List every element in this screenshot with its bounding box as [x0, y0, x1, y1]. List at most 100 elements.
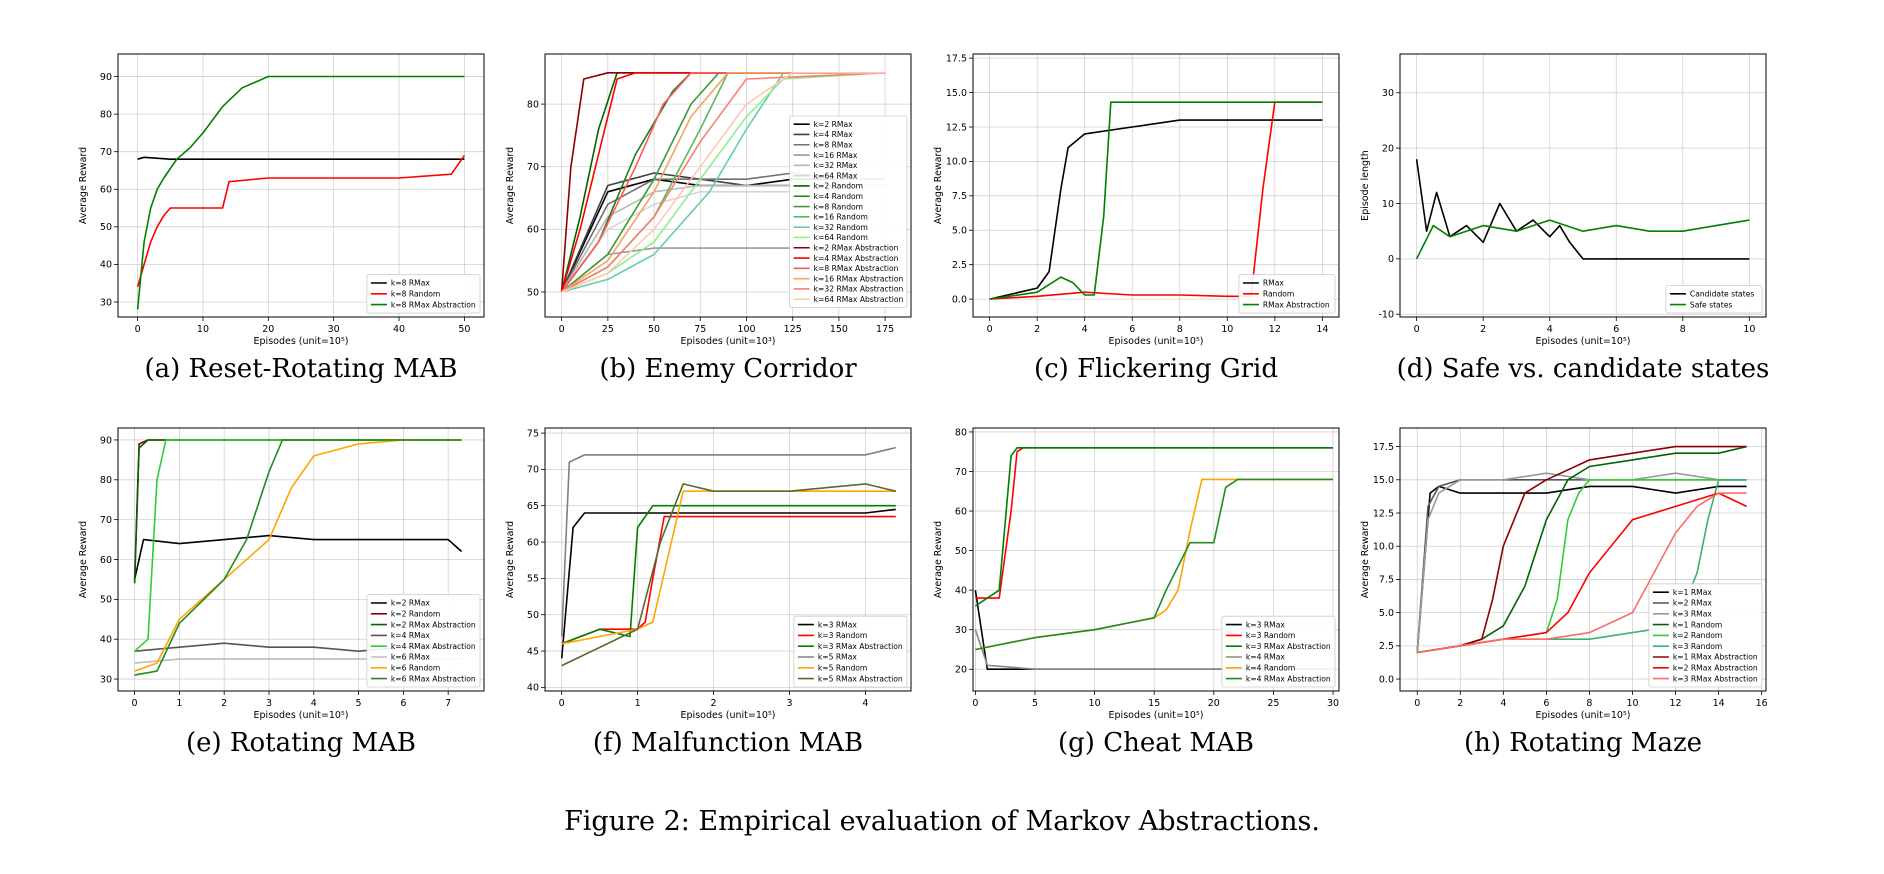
- y-tick-label: 70: [527, 162, 539, 173]
- legend-box: [1648, 583, 1763, 688]
- legend-label: Safe states: [1690, 300, 1732, 309]
- y-tick-label: 50: [527, 287, 539, 298]
- y-tick-label: 2.5: [1379, 641, 1394, 652]
- y-tick-label: 45: [527, 646, 539, 657]
- x-axis-label: Episodes (unit=10⁵): [1536, 710, 1631, 721]
- x-tick-label: 0: [1414, 698, 1420, 709]
- legend-label: k=8 RMax: [814, 140, 853, 149]
- legend-label: k=4 Random: [814, 192, 863, 201]
- legend-label: k=4 RMax Abstraction: [1246, 674, 1331, 683]
- legend-label: k=16 RMax: [814, 151, 858, 160]
- legend-label: k=1 Random: [1673, 620, 1722, 629]
- x-tick-label: 3: [786, 698, 792, 709]
- x-tick-label: 125: [784, 324, 802, 335]
- y-tick-label: 60: [100, 555, 112, 566]
- y-tick-label: 40: [100, 634, 112, 645]
- x-tick-label: 6: [1543, 698, 1549, 709]
- series-group: [133, 439, 463, 676]
- x-tick-label: 1: [635, 698, 641, 709]
- y-axis-label: Episode length: [1360, 150, 1371, 221]
- x-tick-label: 2: [1034, 324, 1040, 335]
- legend-label: k=4 RMax: [1246, 653, 1285, 662]
- x-tick-label: 0: [559, 324, 565, 335]
- x-tick-label: 30: [1327, 698, 1339, 709]
- figure-caption: Figure 2: Empirical evaluation of Markov…: [564, 806, 1320, 837]
- legend-label: k=6 RMax: [391, 653, 430, 662]
- x-axis-label: Episodes (unit=10³): [681, 336, 776, 347]
- y-axis-label: Average Reward: [505, 521, 516, 598]
- series-line-7: [134, 439, 462, 672]
- x-tick-label: 150: [830, 324, 848, 335]
- y-tick-label: 70: [955, 467, 967, 478]
- legend-label: k=3 RMax: [1673, 610, 1712, 619]
- y-axis-label: Average Reward: [933, 147, 944, 224]
- y-tick-label: 40: [955, 585, 967, 596]
- axes-frame: [544, 53, 912, 318]
- plot-area: [973, 54, 1339, 317]
- y-tick-label: 15.0: [946, 88, 967, 99]
- axes-frame: [1399, 427, 1767, 692]
- x-tick-label: 12: [1269, 324, 1281, 335]
- axes-frame: [117, 53, 485, 318]
- y-tick-label: 30: [100, 297, 112, 308]
- y-tick-label: 60: [955, 506, 967, 517]
- legend-label: Candidate states: [1690, 290, 1754, 299]
- x-tick-label: 50: [648, 324, 660, 335]
- chart-caption-h: (h) Rotating Maze: [1463, 728, 1703, 758]
- x-tick-label: 175: [876, 324, 894, 335]
- y-tick-label: 50: [100, 595, 112, 606]
- axes-frame: [972, 53, 1340, 318]
- x-tick-label: 0: [132, 698, 138, 709]
- x-axis-label: Episodes (unit=10⁵): [1109, 710, 1204, 721]
- y-tick-label: 80: [527, 99, 539, 110]
- legend-label: k=2 RMax Abstraction: [391, 620, 476, 629]
- legend-box: [1238, 274, 1336, 314]
- x-tick-label: 14: [1713, 698, 1725, 709]
- x-tick-label: 100: [737, 324, 755, 335]
- y-tick-label: 20: [955, 665, 967, 676]
- x-tick-label: 25: [1267, 698, 1279, 709]
- x-tick-label: 0: [559, 698, 565, 709]
- x-tick-label: 0: [987, 324, 993, 335]
- legend-label: k=2 Random: [1673, 631, 1722, 640]
- legend-label: k=8 RMax Abstraction: [814, 264, 899, 273]
- chart-c: 0 2 4 6 8 10 12 14 0.0 2.5 5.0 7.5 10.0 12.5 15.0 17.5 E…: [933, 53, 1340, 347]
- y-tick-label: 40: [527, 683, 539, 694]
- x-axis-label: Episodes (unit=10⁵): [1536, 336, 1631, 347]
- plot-area: [1400, 54, 1766, 317]
- y-tick-label: 7.5: [1379, 575, 1394, 586]
- x-tick-label: 40: [393, 324, 405, 335]
- x-tick-label: 8: [1586, 698, 1592, 709]
- legend-label: k=3 RMax Abstraction: [818, 642, 903, 651]
- x-tick-label: 16: [1756, 698, 1768, 709]
- legend-label: k=8 RMax: [391, 279, 430, 288]
- legend-label: k=32 Random: [814, 223, 868, 232]
- x-tick-label: 50: [458, 324, 470, 335]
- legend-label: k=3 RMax: [818, 620, 857, 629]
- y-tick-label: 55: [527, 574, 539, 585]
- chart-e: 0 1 2 3 4 5 6 7 30 40 50 60 70 80 90 Episodes (unit=10⁵…: [78, 427, 485, 721]
- x-tick-label: 6: [400, 698, 406, 709]
- y-tick-label: 60: [527, 537, 539, 548]
- y-tick-label: 60: [527, 225, 539, 236]
- legend-label: k=32 RMax Abstraction: [814, 285, 904, 294]
- legend-label: k=2 Random: [391, 610, 440, 619]
- x-axis-label: Episodes (unit=10⁵): [1109, 336, 1204, 347]
- chart-f: 0 1 2 3 4 40 45 50 55 60 65 70 75 Episodes (unit=10⁵)…: [505, 427, 912, 721]
- legend-label: k=16 Random: [814, 213, 868, 222]
- y-tick-label: 40: [100, 260, 112, 271]
- series-line-6: [561, 483, 896, 667]
- y-tick-label: 12.5: [1373, 508, 1394, 519]
- legend-label: k=3 RMax Abstraction: [1673, 674, 1758, 683]
- y-tick-label: 70: [100, 147, 112, 158]
- x-tick-label: 20: [1208, 698, 1220, 709]
- x-tick-label: 8: [1177, 324, 1183, 335]
- series-line-3: [1416, 472, 1747, 653]
- series-line-6: [975, 478, 1333, 651]
- series-line-2: [989, 101, 1323, 300]
